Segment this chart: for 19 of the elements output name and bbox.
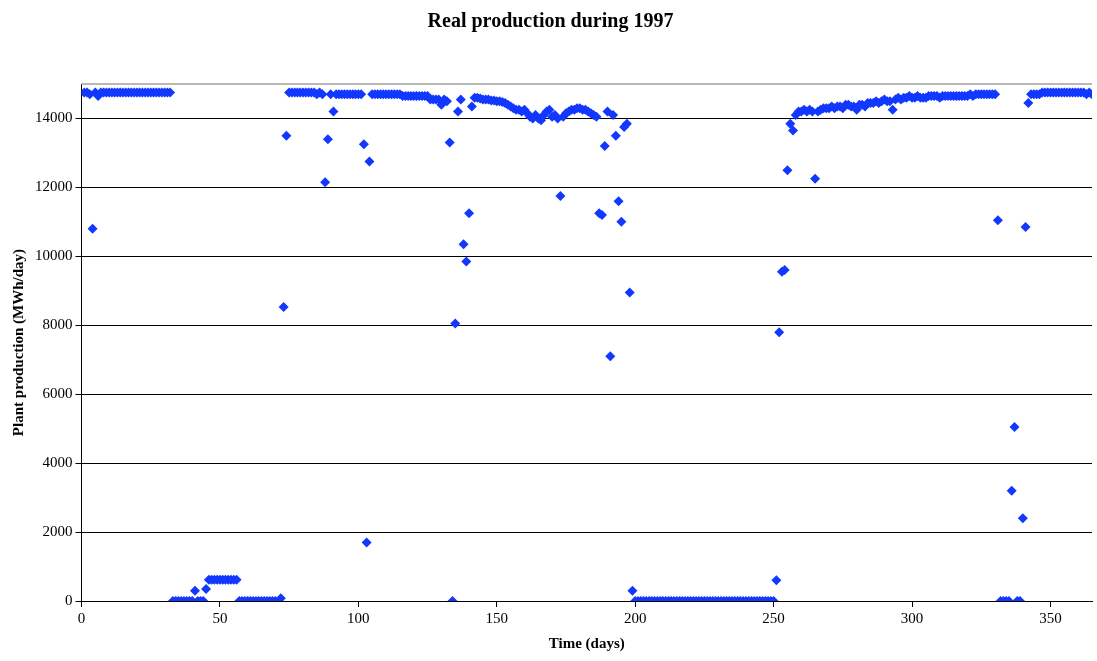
x-tick-label: 200 <box>623 609 647 626</box>
x-tick-label: 0 <box>77 609 86 626</box>
x-tick-label: 50 <box>212 609 228 626</box>
x-tick-label: 100 <box>347 609 370 626</box>
y-axis-title: Plant production (MWh/day) <box>9 248 27 437</box>
y-tick-label: 12000 <box>35 178 73 195</box>
x-axis-title: Time (days) <box>548 634 625 652</box>
y-tick-label: 10000 <box>35 247 73 264</box>
x-tick-label: 150 <box>485 609 509 626</box>
y-tick-label: 0 <box>65 591 73 608</box>
y-tick-label: 6000 <box>42 385 73 402</box>
chart-title: Real production during 1997 <box>427 9 674 33</box>
y-tick-label: 4000 <box>42 454 73 471</box>
y-tick-label: 14000 <box>35 109 73 126</box>
x-tick-label: 250 <box>762 609 785 626</box>
x-tick-label: 300 <box>900 609 924 626</box>
y-tick-label: 8000 <box>42 316 73 333</box>
y-tick-label: 2000 <box>42 523 73 539</box>
x-tick-label: 350 <box>1039 609 1062 626</box>
